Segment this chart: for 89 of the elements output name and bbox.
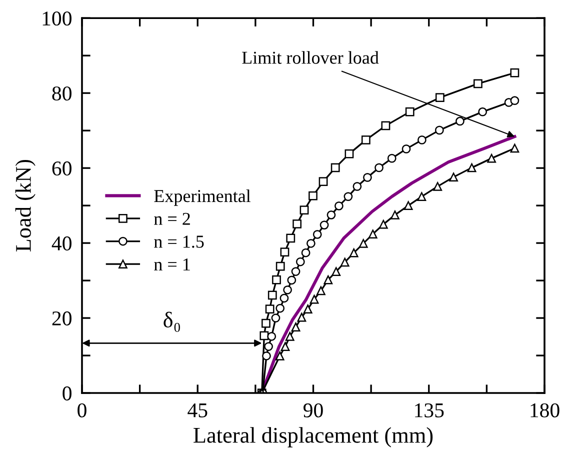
- point: [349, 248, 358, 258]
- point: [312, 230, 322, 239]
- point: [310, 294, 319, 304]
- point: [308, 191, 318, 200]
- annotation: δ₀: [164, 312, 180, 332]
- y-tick-label: 40: [52, 236, 72, 250]
- point: [368, 230, 378, 238]
- point: [510, 144, 520, 153]
- point: [280, 342, 290, 351]
- point: [272, 275, 281, 284]
- point: [280, 294, 289, 303]
- y-tick-label: 20: [52, 311, 72, 326]
- point: [363, 172, 372, 182]
- point: [487, 154, 496, 163]
- point: [276, 304, 285, 313]
- point: [352, 182, 362, 191]
- point: [271, 314, 280, 322]
- point: [320, 220, 329, 230]
- point: [326, 210, 336, 220]
- point: [467, 163, 476, 172]
- y-axis-title: Load (kN): [15, 160, 36, 252]
- point: [268, 290, 277, 300]
- point: [292, 219, 302, 228]
- point: [433, 182, 442, 191]
- point: [510, 96, 520, 106]
- point: [267, 332, 276, 341]
- point: [449, 172, 458, 182]
- point: [291, 322, 300, 332]
- point: [306, 238, 316, 248]
- point: [280, 248, 290, 256]
- legend-label: n = 1.5: [154, 236, 204, 248]
- point: [316, 286, 326, 296]
- point: [262, 318, 270, 328]
- point: [291, 267, 300, 276]
- point: [301, 248, 310, 258]
- point: [265, 304, 274, 314]
- point: [361, 136, 370, 144]
- y-tick-label: 0: [62, 386, 72, 400]
- y-tick-label: 100: [42, 11, 72, 26]
- point: [262, 351, 271, 360]
- point: [390, 210, 400, 220]
- x-tick-label: 90: [304, 403, 323, 418]
- point: [340, 258, 350, 267]
- point: [374, 163, 384, 172]
- point: [474, 79, 482, 88]
- x-tick-label: 0: [78, 403, 86, 418]
- point: [332, 267, 341, 276]
- x-tick-label: 45: [188, 403, 208, 418]
- point: [387, 154, 396, 163]
- point: [297, 312, 306, 322]
- point: [417, 136, 426, 144]
- point: [300, 206, 309, 214]
- point: [276, 262, 285, 271]
- annotation: Limit rollover load: [242, 51, 379, 64]
- point: [358, 238, 368, 248]
- point: [330, 163, 340, 172]
- point: [381, 121, 390, 130]
- point: [404, 201, 413, 210]
- x-tick-label: 180: [530, 403, 560, 418]
- point: [260, 331, 269, 340]
- x-axis-title: Lateral displacement (mm): [194, 427, 433, 448]
- point: [456, 116, 464, 126]
- point: [378, 220, 388, 229]
- point: [287, 276, 296, 285]
- legend-label: n = 1: [154, 258, 190, 270]
- point: [296, 257, 305, 266]
- point: [286, 234, 296, 243]
- y-tick-label: 80: [52, 86, 72, 101]
- point: [324, 275, 333, 284]
- point: [478, 107, 488, 116]
- legend-label: Experimental: [154, 189, 251, 206]
- point: [405, 107, 414, 116]
- legend-label: n = 2: [154, 212, 190, 225]
- point: [344, 192, 353, 201]
- point: [303, 304, 312, 314]
- point: [402, 144, 411, 154]
- point: [264, 342, 273, 351]
- point: [318, 177, 328, 186]
- x-tick-label: 135: [415, 403, 444, 418]
- point: [275, 351, 284, 360]
- point: [435, 93, 444, 102]
- point: [285, 332, 294, 341]
- point: [334, 201, 344, 210]
- point: [417, 192, 426, 201]
- point: [344, 149, 354, 158]
- point: [283, 285, 292, 294]
- y-tick-label: 60: [52, 161, 72, 176]
- point: [434, 126, 444, 135]
- point: [510, 68, 520, 78]
